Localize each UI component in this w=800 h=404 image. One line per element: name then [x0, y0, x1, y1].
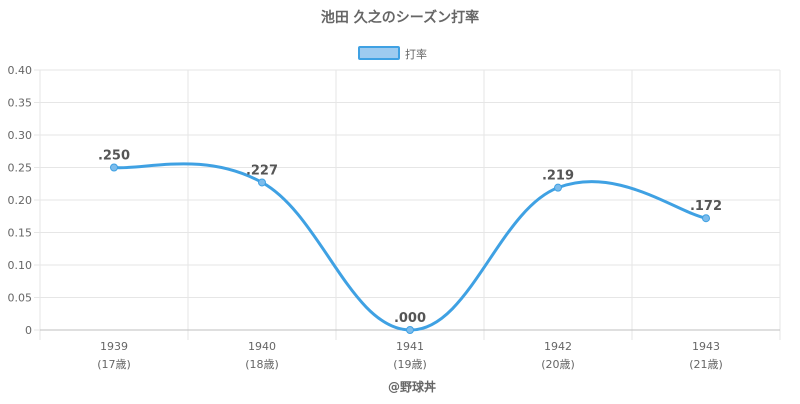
data-label: .250 — [98, 149, 130, 164]
y-tick-label: 0 — [25, 324, 32, 337]
y-tick-label: 0.30 — [8, 129, 33, 142]
x-tick-label: 1941 — [396, 340, 424, 353]
y-tick-label: 0.35 — [8, 97, 33, 110]
data-point[interactable] — [702, 214, 710, 223]
data-point[interactable] — [258, 178, 266, 187]
data-label: .000 — [394, 311, 426, 326]
y-tick-label: 0.20 — [8, 194, 33, 207]
series-layer — [110, 162, 710, 334]
data-label: .227 — [246, 163, 278, 178]
x-tick-sublabel: (19歳) — [393, 358, 427, 371]
x-tick-label: 1942 — [544, 340, 572, 353]
x-tick-sublabel: (18歳) — [245, 358, 279, 371]
axes: 0 0.05 0.10 0.15 0.20 0.25 0.30 0.35 0.40 1939 (17… — [8, 64, 780, 371]
x-tick-label: 1943 — [692, 340, 720, 353]
y-tick-label: 0.05 — [8, 292, 33, 305]
x-tick-sublabel: (20歳) — [541, 358, 575, 371]
data-label: .172 — [690, 199, 722, 214]
y-tick-label: 0.15 — [8, 227, 33, 240]
x-tick-label: 1940 — [248, 340, 276, 353]
y-tick-label: 0.40 — [8, 64, 33, 77]
y-tick-label: 0.25 — [8, 162, 33, 175]
data-point[interactable] — [110, 163, 118, 172]
series-line — [112, 162, 708, 332]
legend[interactable]: 打率 — [358, 46, 427, 61]
grid — [39, 69, 781, 340]
y-tick-label: 0.10 — [8, 259, 33, 272]
legend-label: 打率 — [405, 47, 427, 61]
data-label: .219 — [542, 169, 574, 184]
data-labels: .250 .227 .000 .219 .172 — [98, 149, 722, 327]
chart-title: 池田 久之のシーズン打率 — [321, 9, 479, 26]
x-tick-sublabel: (21歳) — [689, 358, 723, 371]
legend-swatch — [358, 46, 400, 60]
data-point[interactable] — [554, 183, 562, 192]
data-point[interactable] — [406, 326, 414, 334]
x-tick-label: 1939 — [100, 340, 128, 353]
footer-credit: @野球丼 — [388, 379, 436, 394]
x-tick-sublabel: (17歳) — [97, 358, 131, 371]
